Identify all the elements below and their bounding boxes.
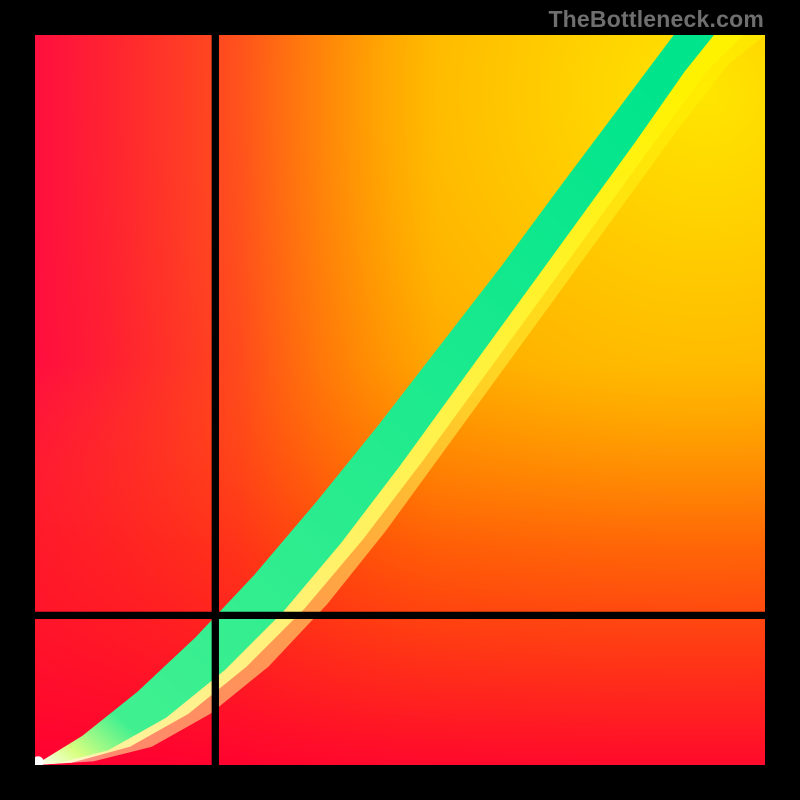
crosshair-marker (210, 610, 220, 620)
watermark: TheBottleneck.com (548, 6, 764, 33)
bottleneck-heatmap (35, 35, 765, 765)
